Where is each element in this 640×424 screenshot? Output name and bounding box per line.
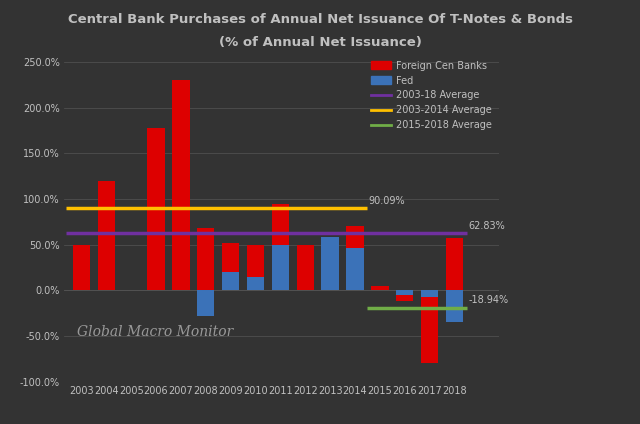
Bar <box>421 290 438 297</box>
Bar <box>97 181 115 290</box>
Bar <box>371 286 388 290</box>
Bar <box>346 248 364 290</box>
Bar <box>271 245 289 290</box>
Bar <box>172 81 189 290</box>
Text: Global Macro Monitor: Global Macro Monitor <box>77 325 234 339</box>
Bar <box>147 128 164 290</box>
Text: (% of Annual Net Issuance): (% of Annual Net Issuance) <box>219 36 421 49</box>
Text: -18.94%: -18.94% <box>468 295 508 305</box>
Bar <box>421 290 438 363</box>
Bar <box>247 276 264 290</box>
Bar <box>296 245 314 290</box>
Bar <box>445 290 463 322</box>
Bar <box>73 245 90 290</box>
Legend: Foreign Cen Banks, Fed, 2003-18 Average, 2003-2014 Average, 2015-2018 Average: Foreign Cen Banks, Fed, 2003-18 Average,… <box>369 58 494 133</box>
Text: Central Bank Purchases of Annual Net Issuance Of T-Notes & Bonds: Central Bank Purchases of Annual Net Iss… <box>67 13 573 26</box>
Bar <box>445 238 463 290</box>
Bar <box>396 290 413 301</box>
Text: 62.83%: 62.83% <box>468 221 505 231</box>
Bar <box>396 290 413 295</box>
Bar <box>197 290 214 316</box>
Bar <box>247 245 264 290</box>
Bar <box>197 228 214 290</box>
Bar <box>222 272 239 290</box>
Bar <box>222 243 239 290</box>
Bar <box>271 204 289 290</box>
Bar <box>321 237 339 290</box>
Bar <box>346 226 364 290</box>
Text: 90.09%: 90.09% <box>369 196 405 206</box>
